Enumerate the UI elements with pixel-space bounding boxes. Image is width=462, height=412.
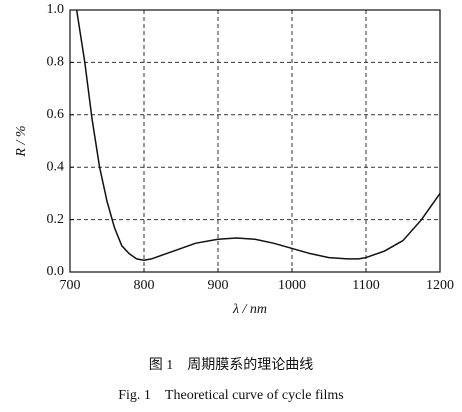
x-tick-label: 1100 [352, 278, 379, 293]
curve [75, 9, 441, 261]
y-axis-label: R / % [14, 125, 29, 157]
y-tick-label: 0.8 [47, 55, 65, 70]
y-tick-label: 0.4 [47, 159, 65, 174]
y-tick-label: 1.0 [47, 2, 65, 17]
y-tick-label: 0.2 [47, 212, 65, 227]
caption-cn: 图 1 周期膜系的理论曲线 [149, 357, 314, 373]
x-tick-label: 900 [208, 278, 229, 293]
x-tick-label: 1200 [426, 278, 454, 293]
x-tick-label: 700 [60, 278, 81, 293]
caption-en: Fig. 1 Theoretical curve of cycle films [118, 388, 343, 403]
y-tick-label: 0.0 [47, 264, 65, 279]
x-tick-label: 800 [134, 278, 155, 293]
plot-frame [69, 9, 441, 273]
x-axis-label: λ / nm [232, 302, 267, 317]
x-tick-label: 1000 [278, 278, 306, 293]
y-tick-label: 0.6 [47, 107, 65, 122]
